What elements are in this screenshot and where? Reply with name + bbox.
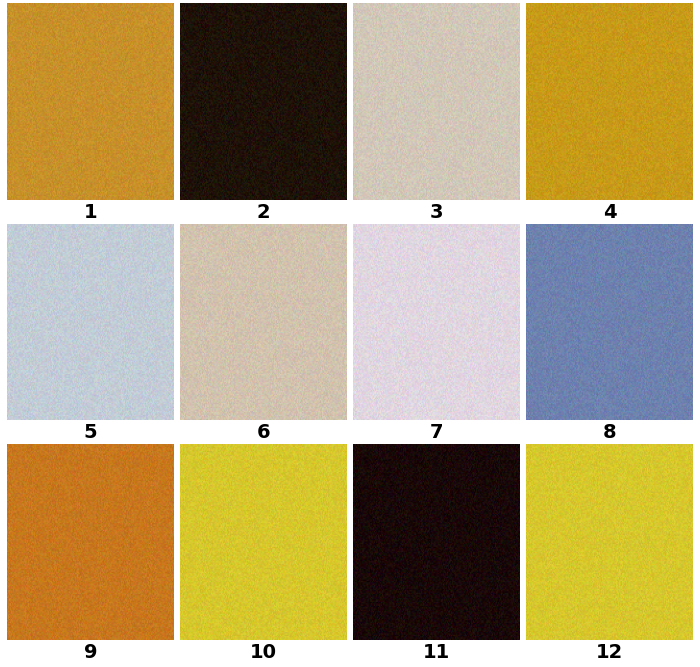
X-axis label: 9: 9 <box>83 643 97 662</box>
X-axis label: 6: 6 <box>257 423 270 442</box>
X-axis label: 3: 3 <box>430 203 443 221</box>
X-axis label: 4: 4 <box>603 203 617 221</box>
X-axis label: 1: 1 <box>83 203 97 221</box>
X-axis label: 8: 8 <box>603 423 617 442</box>
X-axis label: 7: 7 <box>430 423 443 442</box>
X-axis label: 5: 5 <box>83 423 97 442</box>
X-axis label: 11: 11 <box>423 643 450 662</box>
X-axis label: 2: 2 <box>257 203 270 221</box>
X-axis label: 10: 10 <box>250 643 277 662</box>
X-axis label: 12: 12 <box>596 643 624 662</box>
